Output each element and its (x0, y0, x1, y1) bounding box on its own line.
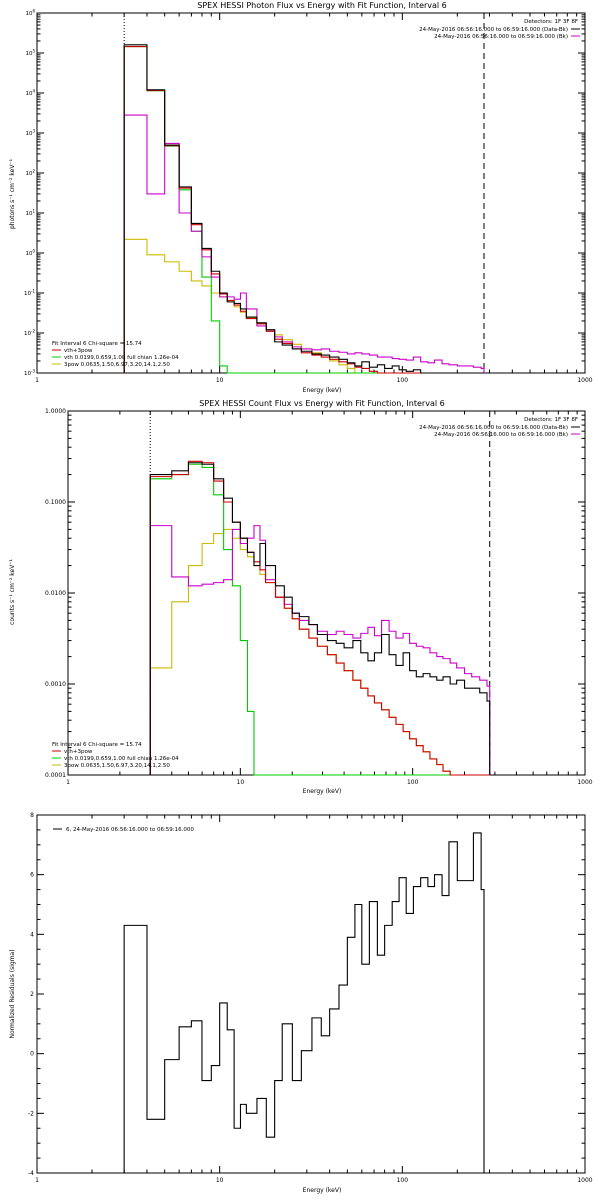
y-tick-label: 1.0000 (45, 408, 66, 415)
y-tick-label: -2 (28, 1110, 34, 1117)
panel3-series (123, 832, 485, 1173)
panel2-series (149, 460, 491, 776)
y-tick-label: 4 (30, 931, 34, 938)
x-tick-label: 1 (35, 1177, 39, 1184)
x-tick-label: 100 (407, 779, 419, 786)
series-bk (123, 114, 485, 373)
residuals-panel: Energy (keV) Normalized Residuals (sigma… (9, 812, 593, 1194)
x-tick-label: 1000 (577, 377, 592, 384)
y-tick-label: 101 (25, 209, 35, 218)
panel1-x-ticks: 1 10 100 1000 (35, 13, 593, 384)
panel2-right-legend: Detectors: 1F 3F 8F 24-May-2016 06:56:16… (419, 417, 580, 438)
y-tick-label: 8 (30, 812, 34, 819)
y-tick-label: 0.0100 (45, 590, 66, 597)
y-tick-label: -4 (28, 1170, 34, 1177)
panel3-legend: 6, 24-May-2016 06:56:16.000 to 06:59:16.… (53, 827, 194, 833)
panel1-legend-entry-model: vth+3pow (64, 348, 93, 354)
panel3-x-axis-label: Energy (keV) (303, 1187, 342, 1194)
panel2-legend-entry-3pow: 3pow 0.0635,1.50,6.97,3.20,14.1,2.50 (64, 763, 170, 769)
panel2-detectors-text: Detectors: 1F 3F 8F (524, 417, 578, 423)
y-tick-label: 0 (30, 1051, 34, 1058)
panel2-legend-entry-bk: 24-May-2016 06:56:16.000 to 06:59:16.000… (434, 432, 568, 438)
panel1-title: SPEX HESSI Photon Flux vs Energy with Fi… (197, 1, 447, 10)
panel2-left-legend: Fit Interval 6 Chi-square = 15.74 vth+3p… (52, 742, 179, 769)
panel3-legend-entry: 6, 24-May-2016 06:56:16.000 to 06:59:16.… (66, 827, 194, 833)
panel2-y-axis-label: counts s⁻¹ cm⁻² keV⁻¹ (9, 559, 16, 625)
count-flux-panel: SPEX HESSI Count Flux vs Energy with Fit… (9, 399, 593, 795)
panel1-y-ticks: 10-3 10-2 10-1 100 101 102 103 104 105 106 (24, 9, 585, 378)
panel1-right-legend: Detectors: 1F 3F 8F 24-May-2016 06:56:16… (419, 19, 580, 40)
panel2-legend-entry-model: vth+3pow (64, 749, 93, 755)
panel1-left-legend: Fit Interval 6 Chi-square = 15.74 vth+3p… (52, 341, 179, 368)
y-tick-label: 104 (25, 89, 35, 98)
x-tick-label: 100 (397, 377, 409, 384)
panel1-legend-entry-3pow: 3pow 0.0635,1.50,6.97,3.20,14.1,2.50 (64, 362, 170, 368)
y-tick-label: 10-3 (24, 369, 35, 378)
panel1-x-axis-label: Energy (keV) (303, 387, 342, 394)
y-tick-label: 10-1 (24, 289, 35, 298)
series-data-bk (123, 44, 485, 374)
panel3-y-axis-label: Normalized Residuals (sigma) (9, 949, 16, 1038)
y-tick-label: 106 (25, 9, 35, 18)
x-tick-label: 1000 (577, 779, 592, 786)
panel1-legend-entry-databk: 24-May-2016 06:56:16.000 to 06:59:16.000… (419, 27, 568, 33)
y-tick-label: 100 (25, 249, 35, 258)
panel2-title: SPEX HESSI Count Flux vs Energy with Fit… (199, 399, 444, 408)
panel1-detectors-text: Detectors: 1F 3F 8F (524, 19, 578, 25)
y-tick-label: 0.1000 (45, 499, 66, 506)
series-data-bk (149, 462, 491, 775)
x-tick-label: 10 (216, 1177, 224, 1184)
x-tick-label: 100 (397, 1177, 409, 1184)
x-tick-label: 1 (66, 779, 70, 786)
panel2-legend-entry-databk: 24-May-2016 06:56:16.000 to 06:59:16.000… (419, 425, 568, 431)
panel1-legend-entry-bk: 24-May-2016 06:56:16.000 to 06:59:16.000… (434, 34, 568, 40)
panel1-series (123, 44, 485, 374)
panel3-y-ticks: -4 -2 0 2 4 6 8 (28, 812, 585, 1177)
y-tick-label: 102 (25, 169, 35, 178)
panel2-x-axis-label: Energy (keV) (303, 788, 342, 795)
panel2-fit-interval-text: Fit Interval 6 Chi-square = 15.74 (52, 742, 142, 748)
panel2-y-ticks: 0.0001 0.0010 0.0100 0.1000 1.0000 (45, 408, 585, 779)
panel1-fit-interval-text: Fit Interval 6 Chi-square = 15.74 (52, 341, 142, 347)
panel1-legend-entry-vth: vth 0.0199,0.659,1.00 full chian 1.26e-0… (64, 355, 179, 361)
x-tick-label: 10 (237, 779, 245, 786)
series-6-24-may-2016-06-56-16-000-to-06-59-16-000 (123, 832, 485, 1173)
x-tick-label: 1000 (577, 1177, 592, 1184)
y-tick-label: 0.0010 (45, 681, 66, 688)
panel2-x-ticks: 1 10 100 1000 (66, 411, 593, 786)
photon-flux-panel: SPEX HESSI Photon Flux vs Energy with Fi… (9, 1, 593, 394)
panel2-legend-entry-vth: vth 0.0199,0.659,1.00 full chian 1.26e-0… (64, 756, 179, 762)
y-tick-label: 2 (30, 991, 34, 998)
y-tick-label: 105 (25, 49, 35, 58)
x-tick-label: 1 (35, 377, 39, 384)
y-tick-label: 6 (30, 872, 34, 879)
panel3-x-ticks: 1 10 100 1000 (35, 815, 593, 1184)
y-tick-label: 0.0001 (45, 772, 66, 779)
y-tick-label: 103 (25, 129, 35, 138)
panel1-y-axis-label: photons s⁻¹ cm⁻² keV⁻¹ (9, 158, 16, 229)
x-tick-label: 10 (216, 377, 224, 384)
y-tick-label: 10-2 (24, 329, 35, 338)
series-bk (149, 525, 491, 775)
